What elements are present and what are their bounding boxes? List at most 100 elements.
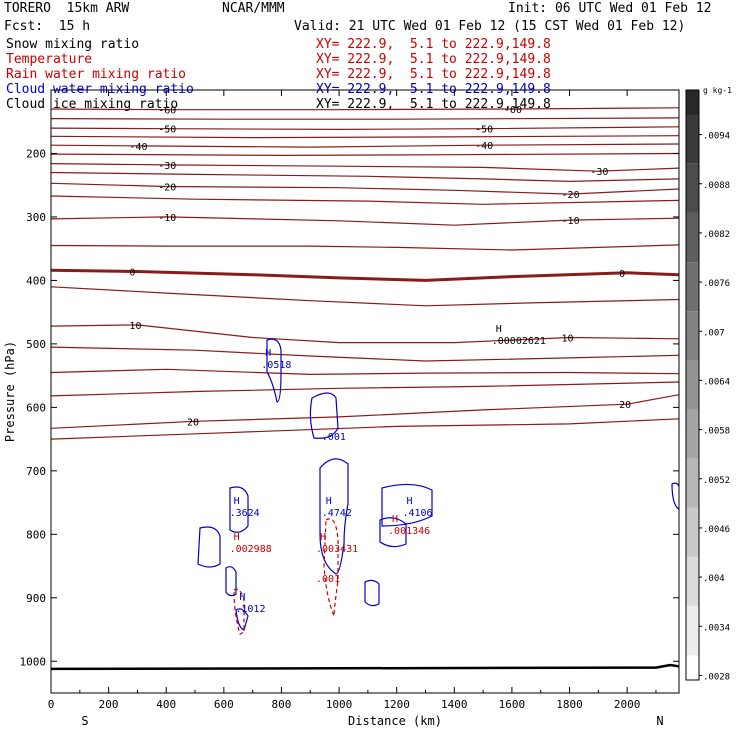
colorbar-swatch <box>686 163 699 213</box>
max-value-label: .1012 <box>235 604 265 615</box>
y-tick-label: 900 <box>26 592 46 605</box>
colorbar: .0094 .0088 .0082 .0076 .007 .0064 .0058 .0052.… <box>685 86 732 705</box>
x-tick-label: 1000 <box>326 698 353 711</box>
y-tick-label: 400 <box>26 274 46 287</box>
colorbar-frame <box>685 89 700 681</box>
max-value-label: .0518 <box>261 360 291 371</box>
isotherm-line <box>51 182 679 195</box>
isotherm-label: -50 <box>158 125 176 136</box>
colorbar-unit-label: g kg-1 <box>703 86 732 95</box>
isotherm-label: 20 <box>187 417 199 428</box>
x-tick-label: 1600 <box>499 698 526 711</box>
isotherm-label: 10 <box>562 334 574 345</box>
x-tick-label: 800 <box>272 698 292 711</box>
mixing-ratio-contour <box>364 579 380 607</box>
colorbar-swatch <box>686 311 699 361</box>
north-label: N <box>656 714 663 728</box>
mixing-ratio-contour <box>229 486 249 533</box>
isotherm-line <box>51 163 679 172</box>
isotherm-label: -20 <box>158 182 176 193</box>
isotherm-line <box>51 368 679 376</box>
mixing-ratio-contour <box>671 482 679 511</box>
mixing-ratio-contour <box>309 392 339 439</box>
max-value-label: .4742 <box>322 508 352 519</box>
isotherm-label: -50 <box>475 125 493 136</box>
max-value-label: .002988 <box>230 544 272 555</box>
max-marker-h: H <box>239 592 245 603</box>
legend-field-label: Snow mixing ratio <box>6 37 140 52</box>
model-title: TORERO 15km ARW <box>4 1 130 16</box>
y-tick-label: 700 <box>26 465 46 478</box>
mixing-ratio-contour <box>225 566 237 597</box>
x-tick-label: 2000 <box>614 698 641 711</box>
max-value-label: .001346 <box>388 526 430 537</box>
max-value-label: .001 <box>322 432 346 443</box>
colorbar-tick-label: .0058 <box>703 427 730 437</box>
mixing-ratio-contour <box>323 518 339 617</box>
colorbar-tick-label: .004 <box>703 574 725 584</box>
colorbar-swatch <box>686 262 699 312</box>
colorbar-tick-label: .007 <box>703 328 725 338</box>
y-tick-label: 600 <box>26 401 46 414</box>
isotherm-label: -10 <box>562 216 580 227</box>
isotherm-label: 10 <box>129 321 141 332</box>
mixing-ratio-contour <box>235 608 249 631</box>
isotherm-line <box>51 107 679 111</box>
y-tick-label: 300 <box>26 211 46 224</box>
isotherm-line <box>51 195 679 205</box>
colorbar-swatch <box>686 212 699 263</box>
isotherm-line <box>51 381 679 397</box>
colorbar-tick-label: .0076 <box>703 279 730 289</box>
isotherm-label: -30 <box>158 161 176 172</box>
plot-frame <box>50 89 680 694</box>
colorbar-swatch <box>686 606 699 656</box>
legend-xy-label: XY= 222.9, 5.1 to 222.9,149.8 <box>316 37 551 52</box>
legend-xy-label: XY= 222.9, 5.1 to 222.9,149.8 <box>316 67 551 82</box>
legend-xy-label: XY= 222.9, 5.1 to 222.9,149.8 <box>316 52 551 67</box>
colorbar-swatch <box>686 557 699 607</box>
colorbar-tick-label: .0088 <box>703 181 730 191</box>
isotherm-label: -40 <box>475 141 493 152</box>
isotherm-line <box>51 418 679 440</box>
isotherm-line <box>51 216 679 226</box>
x-tick-label: 200 <box>99 698 119 711</box>
isotherm-line <box>51 135 679 139</box>
colorbar-tick-label: .0064 <box>703 377 730 387</box>
mixing-ratio-contour <box>197 526 221 568</box>
colorbar-swatch <box>686 458 699 508</box>
isotherm-label: -60 <box>158 106 176 117</box>
legend-field-label: Cloud ice mixing ratio <box>6 97 179 112</box>
isotherm-label: 0 <box>129 268 135 279</box>
max-value-label: .003431 <box>316 544 358 555</box>
isotherm-label: -10 <box>158 213 176 224</box>
legend-xy-label: XY= 222.9, 5.1 to 222.9,149.8 <box>316 97 551 112</box>
plot-area: -60 -60 -50 -50 -40 -40 -30 -30 -20 -20 -10 -10 0 0 10… <box>51 105 679 671</box>
south-label: S <box>81 714 88 728</box>
plot-clip: -60 -60 -50 -50 -40 -40 -30 -30 -20 -20 -10 -10 0 0 10… <box>51 105 679 671</box>
isotherm-label: 20 <box>619 400 631 411</box>
isotherm-line <box>51 324 679 344</box>
mixing-ratio-contour <box>379 517 407 548</box>
max-marker-h: H <box>265 348 271 359</box>
isotherm-label: -40 <box>129 142 147 153</box>
x-tick-label: 1200 <box>383 698 410 711</box>
max-value-label: .001 <box>316 574 340 585</box>
colorbar-tick-label: .0052 <box>703 476 730 486</box>
colorbar-tick-label: .0034 <box>703 623 730 633</box>
isotherm-line <box>51 394 679 429</box>
ground-line <box>51 663 679 671</box>
max-marker-h: H <box>326 496 332 507</box>
x-tick-label: 1400 <box>441 698 468 711</box>
colorbar-tick-label: .0028 <box>703 672 730 682</box>
colorbar-tick-label: .0046 <box>703 525 730 535</box>
forecast-hour: Fcst: 15 h <box>4 19 91 34</box>
mixing-ratio-contour <box>266 338 282 403</box>
colorbar-tick-label: .0082 <box>703 230 730 240</box>
isotherm-line <box>51 244 679 251</box>
y-tick-label: 500 <box>26 338 46 351</box>
center-label: NCAR/MMM <box>222 1 285 16</box>
legend-field-label: Temperature <box>6 52 93 67</box>
y-tick-label: 800 <box>26 528 46 541</box>
isotherm-line <box>51 171 679 183</box>
valid-time: Valid: 21 UTC Wed 01 Feb 12 (15 CST Wed … <box>294 19 686 34</box>
